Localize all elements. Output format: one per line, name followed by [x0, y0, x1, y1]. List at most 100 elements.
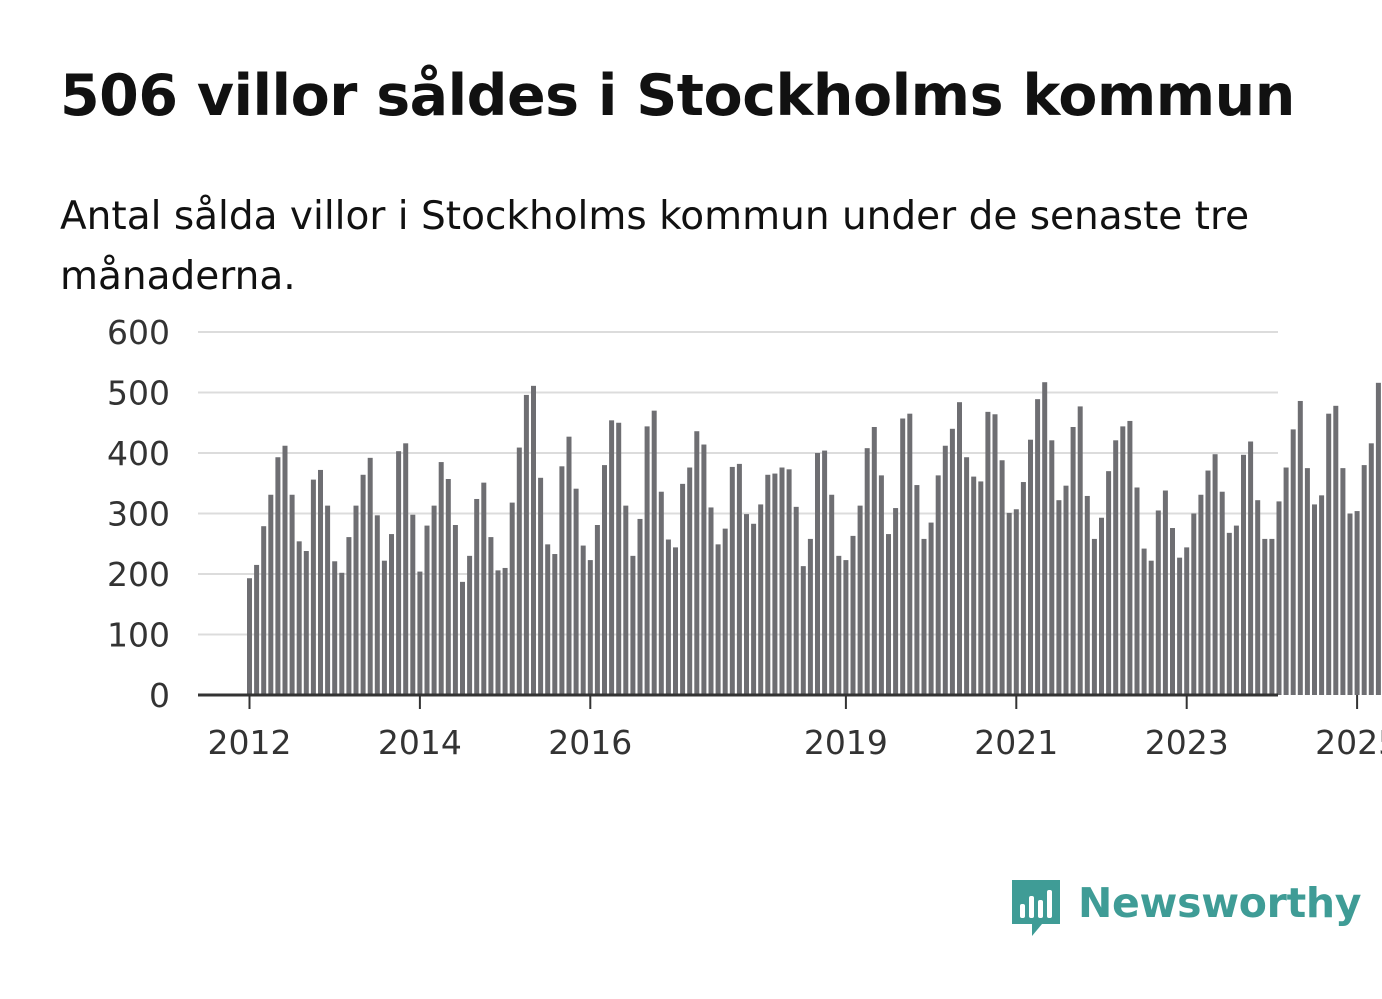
bar — [765, 474, 771, 695]
bar — [864, 448, 870, 695]
bar — [325, 505, 331, 695]
bar — [957, 402, 962, 695]
bar — [1290, 429, 1296, 695]
bar — [460, 581, 465, 695]
bar — [1297, 400, 1303, 695]
bar — [822, 450, 828, 695]
bar — [1205, 470, 1211, 695]
bar — [971, 476, 977, 695]
bar — [722, 528, 728, 696]
bar — [829, 494, 835, 695]
bar — [268, 494, 274, 695]
bar — [644, 426, 650, 695]
bar — [1013, 509, 1019, 695]
bar — [545, 544, 551, 695]
bar — [1070, 426, 1076, 695]
y-axis-tick-labels: 0 100 200 300 400 500 600 — [107, 313, 170, 715]
y-tick-label: 500 — [107, 374, 170, 413]
bar — [715, 544, 721, 695]
bar — [587, 560, 593, 695]
bar — [1198, 494, 1204, 695]
bar — [900, 418, 906, 695]
bar — [609, 420, 615, 695]
bar — [1361, 465, 1367, 695]
bar — [410, 514, 416, 695]
bar — [1035, 399, 1041, 695]
bar — [275, 457, 281, 695]
bar — [1020, 482, 1026, 695]
bar — [1333, 405, 1339, 695]
bar — [665, 539, 671, 695]
bar — [673, 547, 678, 695]
bar — [1219, 491, 1225, 695]
y-tick-label: 400 — [107, 434, 170, 473]
x-axis-tick-labels: 2012 2014 2016 2019 2021 2023 2025 — [208, 723, 1382, 762]
bar — [594, 525, 600, 695]
bar — [736, 463, 742, 695]
bar — [538, 477, 544, 695]
bar — [985, 411, 991, 695]
bar — [346, 537, 352, 695]
bar — [1141, 548, 1147, 695]
bar — [396, 451, 402, 695]
bar — [417, 571, 423, 695]
bar — [1241, 454, 1246, 695]
bar — [1099, 517, 1104, 695]
bar — [254, 564, 260, 695]
bar — [1340, 468, 1346, 696]
bar — [694, 431, 700, 695]
bar — [431, 505, 437, 695]
bar — [744, 514, 749, 695]
bar — [793, 506, 799, 695]
bar — [1212, 454, 1218, 695]
bar — [374, 515, 380, 695]
bar — [339, 572, 345, 695]
bar — [1056, 500, 1062, 695]
bar — [942, 445, 948, 695]
bar — [552, 554, 558, 695]
bar — [247, 578, 252, 695]
bar — [687, 467, 693, 695]
bar — [424, 525, 430, 695]
bar — [531, 385, 536, 695]
bar — [1063, 485, 1069, 695]
brand-name: Newsworthy — [1078, 879, 1362, 927]
bar — [573, 488, 579, 695]
bar — [637, 518, 643, 695]
bar — [1106, 471, 1112, 695]
bar — [815, 453, 820, 695]
bar — [1191, 513, 1197, 695]
bar — [1375, 382, 1381, 695]
bar — [1319, 495, 1325, 695]
bar — [928, 522, 934, 695]
newsworthy-chart-icon — [1012, 880, 1060, 936]
bar — [1255, 500, 1261, 695]
bar — [1347, 513, 1353, 695]
bar — [1262, 538, 1268, 695]
bar — [1120, 426, 1126, 695]
bar — [1042, 382, 1048, 695]
bar — [751, 523, 757, 695]
bar — [559, 466, 565, 695]
bar — [481, 482, 487, 695]
bar — [1127, 420, 1133, 695]
bar — [509, 502, 515, 695]
bar — [964, 457, 970, 695]
x-tick-label: 2012 — [208, 723, 292, 762]
bar — [1155, 510, 1161, 695]
y-tick-label: 100 — [107, 616, 170, 655]
bar — [367, 457, 373, 695]
bar — [800, 566, 806, 695]
bar — [1006, 512, 1012, 695]
bar — [921, 538, 927, 695]
bar — [360, 474, 366, 695]
x-tick-label: 2014 — [378, 723, 462, 762]
bar — [445, 479, 451, 695]
bar — [1354, 511, 1360, 695]
bar — [680, 483, 686, 695]
bar — [1084, 495, 1090, 695]
bar — [1113, 440, 1119, 695]
bar — [779, 467, 785, 695]
bar — [332, 561, 338, 695]
bar — [495, 570, 501, 695]
